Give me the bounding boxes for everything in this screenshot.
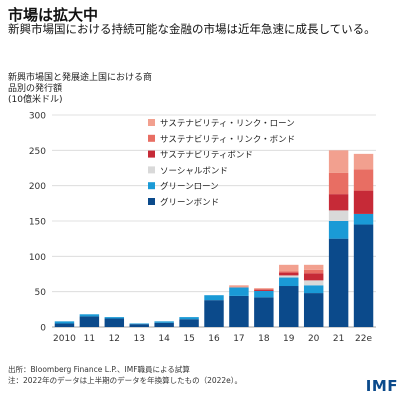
bar-segment	[328, 150, 349, 173]
bar-segment	[303, 285, 324, 294]
bars	[54, 150, 374, 327]
bar-segment	[154, 321, 174, 323]
bar-segment	[303, 280, 324, 286]
bar-segment	[353, 224, 374, 327]
y-tick-label: 150	[29, 218, 46, 228]
bar-segment	[303, 264, 324, 270]
bar-segment	[353, 190, 374, 214]
legend-swatch	[148, 119, 155, 126]
bar-segment	[129, 324, 149, 327]
imf-logo: IMF	[365, 377, 398, 395]
bar-segment	[129, 323, 149, 325]
x-tick-label: 19	[283, 334, 295, 344]
bar-segment	[79, 316, 100, 327]
bar-segment	[54, 321, 75, 324]
note-line: 注：2022年のデータは上半期のデータを年換算したもの（2022e）。	[8, 376, 243, 385]
y-tick-label: 0	[40, 324, 46, 334]
bar-segment	[303, 269, 324, 274]
y-tick-label: 200	[29, 182, 46, 192]
bar-segment	[328, 238, 349, 327]
legend-swatch	[148, 150, 155, 158]
legend-label: グリーンローン	[160, 181, 219, 192]
bar-segment	[279, 271, 299, 273]
bar-segment	[229, 287, 249, 296]
x-tick-label: 15	[183, 334, 194, 344]
x-tick-label: 22e	[355, 334, 372, 344]
bar-segment	[179, 319, 199, 327]
bar-segment	[353, 213, 374, 225]
legend-label: サステナビリティ・リンク・ローン	[160, 119, 295, 129]
x-tick-label: 17	[233, 334, 244, 344]
bar-segment	[254, 297, 274, 327]
bar-segment	[179, 317, 199, 320]
bar-segment	[254, 288, 274, 290]
axes: 0 50 100 150 200 250 300 2010 11 12 13 14 15 16 17 18 19…	[29, 112, 373, 345]
x-tick-label: 13	[134, 334, 145, 344]
bar-segment	[104, 317, 125, 319]
legend-label: サステナビリティボンド	[160, 151, 253, 161]
y-axis-title-line-2: 品別の発行額	[8, 84, 63, 94]
bar-segment	[328, 221, 349, 239]
bar-segment	[328, 210, 349, 221]
bar-segment	[279, 272, 299, 276]
x-tick-label: 20	[308, 334, 320, 344]
bar-segment	[279, 275, 299, 278]
bar-segment	[353, 153, 374, 170]
bar-segment	[303, 273, 324, 281]
bar-segment	[254, 290, 274, 298]
x-tick-label: 11	[84, 334, 95, 344]
bar-segment	[279, 286, 299, 327]
bar-segment	[204, 300, 224, 327]
x-tick-label: 12	[109, 334, 120, 344]
legend-label: グリーンボンド	[160, 197, 219, 208]
bar-segment	[204, 295, 224, 301]
y-axis-title: 新興市場国と発展途上国における商 品別の発行額 (10億米ドル)	[8, 73, 208, 106]
bar-segment	[328, 172, 349, 195]
y-axis-title-line-3: (10億米ドル)	[8, 95, 63, 105]
bar-segment	[279, 277, 299, 287]
legend-label: サステナビリティ・リンク・ボンド	[160, 135, 295, 145]
legend: サステナビリティ・リンク・ローンサステナビリティ・リンク・ボンドサステナビリティ…	[148, 119, 295, 208]
bar-segment	[303, 293, 324, 327]
bar-segment	[229, 295, 249, 327]
chart-title: 市場は拡大中	[8, 6, 99, 24]
bar-segment	[229, 285, 249, 288]
x-tick-label: 21	[333, 334, 344, 344]
source-note: 出所：Bloomberg Finance L.P.、IMF職員による試算 注：2…	[8, 364, 242, 386]
legend-swatch	[148, 198, 155, 205]
x-tick-label: 18	[258, 334, 270, 344]
y-tick-label: 250	[29, 147, 46, 157]
y-axis-title-line-1: 新興市場国と発展途上国における商	[8, 73, 153, 83]
x-tick-label: 14	[158, 334, 170, 344]
x-tick-label: 16	[208, 334, 220, 344]
bar-segment	[254, 289, 274, 291]
y-tick-label: 100	[29, 253, 46, 263]
x-tick-label: 2010	[53, 334, 76, 344]
y-tick-label: 300	[29, 112, 46, 122]
bar-segment	[104, 318, 125, 327]
legend-swatch	[148, 134, 155, 142]
legend-swatch	[148, 182, 155, 190]
bar-segment	[154, 322, 174, 327]
legend-label: ソーシャルボンド	[160, 166, 228, 176]
bar-segment	[79, 314, 100, 317]
source-line: 出所：Bloomberg Finance L.P.、IMF職員による試算	[8, 365, 190, 374]
bar-segment	[328, 194, 349, 211]
y-tick-label: 50	[35, 288, 47, 298]
legend-swatch	[148, 166, 155, 174]
chart-subtitle: 新興市場国における持続可能な金融の市場は近年急速に成長している。	[8, 22, 376, 36]
bar-segment	[54, 323, 75, 327]
bar-segment	[353, 169, 374, 191]
bar-segment	[279, 264, 299, 272]
